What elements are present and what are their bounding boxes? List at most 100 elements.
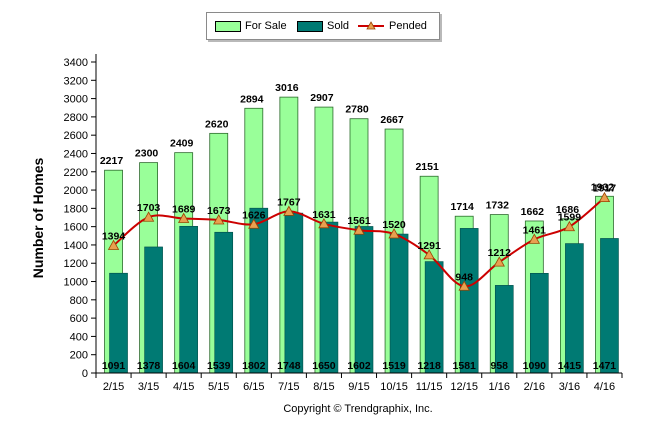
for-sale-value-label: 2217 [100, 155, 124, 167]
pended-value-label: 1212 [488, 247, 512, 259]
for-sale-value-label: 2620 [205, 118, 229, 130]
x-tick-label: 4/16 [594, 381, 615, 393]
y-tick-label: 1000 [64, 277, 88, 289]
pended-marker [423, 249, 435, 260]
pended-marker [142, 211, 155, 222]
sold-value-label: 1471 [593, 360, 617, 372]
x-tick-label: 4/15 [173, 381, 194, 393]
sold-value-label: 1539 [207, 360, 231, 372]
sold-value-label: 1091 [102, 360, 126, 372]
sold-value-label: 958 [491, 360, 509, 372]
pended-marker [107, 239, 120, 250]
pended-marker [177, 212, 190, 223]
pended-value-label: 948 [455, 271, 473, 283]
legend-label-sold: Sold [327, 20, 350, 32]
sold-swatch [297, 20, 323, 32]
pended-value-label: 1394 [102, 230, 126, 242]
pended-value-label: 1599 [558, 212, 582, 224]
sold-bar [284, 212, 304, 374]
y-tick-label: 3200 [64, 75, 88, 87]
pended-marker [458, 280, 470, 291]
x-tick-label: 3/15 [138, 381, 159, 393]
pended-value-label: 1291 [417, 240, 441, 252]
for-sale-value-label: 2667 [380, 114, 404, 126]
sold-bar [249, 207, 269, 374]
pended-value-label: 1520 [382, 219, 406, 231]
x-tick-label: 11/15 [416, 381, 443, 393]
sold-value-label: 1748 [277, 360, 301, 372]
sold-bar [600, 238, 619, 374]
for-sale-value-label: 3016 [275, 82, 299, 94]
legend-label-for-sale: For Sale [245, 20, 287, 32]
x-tick-label: 9/15 [348, 381, 369, 393]
for-sale-value-label: 2894 [240, 93, 264, 105]
sold-bar [354, 226, 374, 374]
sold-value-label: 1650 [312, 360, 336, 372]
y-tick-label: 2800 [64, 112, 88, 124]
y-tick-label: 600 [70, 313, 88, 325]
y-tick-label: 400 [70, 331, 88, 343]
pended-value-label: 1917 [593, 183, 617, 195]
x-tick-label: 3/16 [559, 381, 580, 393]
sold-value-label: 1378 [137, 360, 161, 372]
sold-bar [214, 231, 234, 374]
sold-value-label: 1602 [347, 360, 371, 372]
y-tick-label: 0 [82, 368, 88, 380]
pended-value-label: 1561 [347, 215, 371, 227]
pended-value-label: 1461 [523, 224, 547, 236]
y-tick-label: 800 [70, 295, 88, 307]
for-sale-value-label: 1662 [521, 206, 545, 218]
y-tick-label: 3000 [64, 94, 88, 106]
sold-value-label: 1415 [558, 360, 582, 372]
y-tick-label: 2600 [64, 130, 88, 142]
x-tick-label: 7/15 [278, 381, 299, 393]
pended-value-label: 1626 [242, 209, 266, 221]
sold-value-label: 1802 [242, 360, 266, 372]
y-tick-label: 200 [70, 350, 88, 362]
for-sale-value-label: 2907 [310, 92, 334, 104]
sold-value-label: 1581 [453, 360, 477, 372]
for-sale-value-label: 2780 [345, 104, 369, 116]
y-axis-title: Number of Homes [30, 158, 46, 279]
for-sale-value-label: 1714 [451, 201, 475, 213]
sold-bar [144, 246, 163, 374]
y-tick-label: 1200 [64, 258, 88, 270]
pended-marker [563, 220, 576, 232]
pended-marker [493, 256, 505, 267]
pended-value-label: 1767 [277, 196, 301, 208]
y-tick-label: 3400 [64, 57, 88, 69]
pended-marker [598, 191, 611, 203]
sold-bar [389, 233, 409, 374]
pended-line-swatch [358, 21, 384, 30]
sold-value-label: 1090 [523, 360, 547, 372]
sold-bar [565, 243, 584, 374]
sold-bar [424, 261, 444, 374]
y-tick-label: 2400 [64, 148, 88, 160]
legend-item-pended: Pended [357, 19, 427, 33]
x-tick-label: 6/15 [243, 381, 264, 393]
sold-value-label: 1519 [382, 360, 406, 372]
y-tick-label: 1800 [64, 203, 88, 215]
for-sale-value-label: 2409 [170, 138, 194, 150]
pended-marker [388, 228, 400, 239]
sold-bar [530, 272, 549, 374]
sold-bar [319, 221, 339, 374]
pended-value-label: 1703 [137, 202, 161, 214]
y-tick-label: 2000 [64, 185, 88, 197]
for-sale-value-label: 2151 [415, 161, 439, 173]
for-sale-value-label: 1686 [556, 204, 580, 216]
for-sale-value-label: 2300 [135, 148, 159, 160]
pended-marker [353, 224, 365, 235]
pended-value-label: 1673 [207, 205, 231, 217]
x-tick-label: 2/16 [524, 381, 545, 393]
legend-label-pended: Pended [389, 20, 427, 32]
pended-marker [248, 218, 260, 229]
pended-marker [213, 214, 225, 225]
legend-item-for-sale: For Sale [215, 19, 287, 33]
legend: For Sale Sold Pended [206, 12, 440, 40]
x-tick-label: 8/15 [313, 381, 334, 393]
x-tick-label: 10/15 [380, 381, 408, 393]
sold-bar [459, 228, 479, 374]
